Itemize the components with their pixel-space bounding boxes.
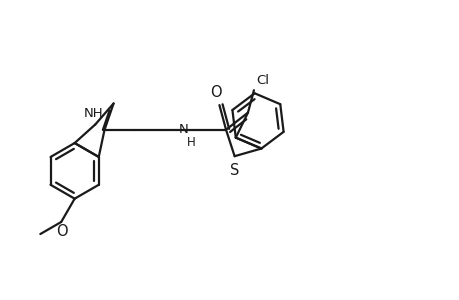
Text: Cl: Cl <box>256 74 269 87</box>
Text: S: S <box>230 163 239 178</box>
Text: O: O <box>56 224 68 239</box>
Text: O: O <box>209 85 221 100</box>
Text: H: H <box>186 136 195 149</box>
Text: NH: NH <box>84 107 103 120</box>
Text: N: N <box>179 123 189 136</box>
